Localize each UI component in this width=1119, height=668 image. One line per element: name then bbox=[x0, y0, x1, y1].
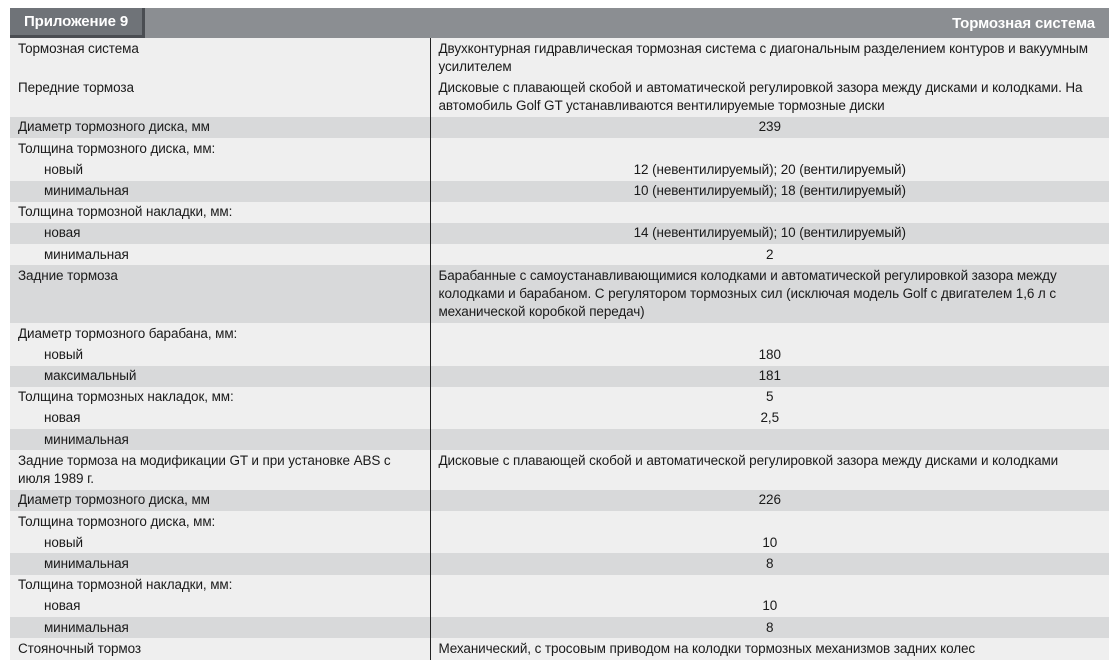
spec-label: Стояночный тормоз bbox=[10, 638, 430, 659]
spec-value bbox=[430, 511, 1109, 532]
table-row: Толщина тормозной накладки, мм: bbox=[10, 202, 1109, 223]
spec-label: Толщина тормозной накладки, мм: bbox=[10, 202, 430, 223]
spec-label: Диаметр тормозного барабана, мм: bbox=[10, 323, 430, 344]
table-row: Диаметр тормозного барабана, мм: bbox=[10, 323, 1109, 344]
spec-label: Передние тормоза bbox=[10, 77, 430, 116]
spec-value bbox=[430, 575, 1109, 596]
spec-label: Тормозная система bbox=[10, 38, 430, 77]
spec-label: минимальная bbox=[10, 244, 430, 265]
table-row: Задние тормоза на модификации GT и при у… bbox=[10, 450, 1109, 489]
section-title: Тормозная система bbox=[145, 8, 1109, 38]
spec-label: максимальный bbox=[10, 366, 430, 387]
table-row: Диаметр тормозного диска, мм226 bbox=[10, 490, 1109, 511]
spec-label: минимальная bbox=[10, 553, 430, 574]
spec-value: 226 bbox=[430, 490, 1109, 511]
table-row: Передние тормозаДисковые с плавающей ско… bbox=[10, 77, 1109, 116]
spec-value: 2 bbox=[430, 244, 1109, 265]
table-row: минимальная bbox=[10, 429, 1109, 450]
spec-value: 181 bbox=[430, 366, 1109, 387]
table-row: Диаметр тормозного диска, мм239 bbox=[10, 117, 1109, 138]
table-row: Толщина тормозных накладок, мм:5 bbox=[10, 387, 1109, 408]
spec-value bbox=[430, 323, 1109, 344]
spec-label: Задние тормоза на модификации GT и при у… bbox=[10, 450, 430, 489]
spec-value: Механический, с тросовым приводом на кол… bbox=[430, 638, 1109, 659]
spec-label: Толщина тормозного диска, мм: bbox=[10, 511, 430, 532]
spec-table-body: Тормозная системаДвухконтурная гидравлич… bbox=[10, 38, 1109, 660]
table-row: новый12 (невентилируемый); 20 (вентилиру… bbox=[10, 159, 1109, 180]
spec-value: Двухконтурная гидравлическая тормозная с… bbox=[430, 38, 1109, 77]
table-row: новая2,5 bbox=[10, 408, 1109, 429]
spec-label: Диаметр тормозного диска, мм bbox=[10, 117, 430, 138]
table-row: новый180 bbox=[10, 344, 1109, 365]
table-row: новая10 bbox=[10, 596, 1109, 617]
spec-label: Диаметр тормозного диска, мм bbox=[10, 490, 430, 511]
spec-label: новая bbox=[10, 596, 430, 617]
spec-label: новый bbox=[10, 159, 430, 180]
spec-value bbox=[430, 429, 1109, 450]
table-row: Тормозная системаДвухконтурная гидравлич… bbox=[10, 38, 1109, 77]
table-row: Толщина тормозной накладки, мм: bbox=[10, 575, 1109, 596]
appendix-tab: Приложение 9 bbox=[10, 8, 145, 38]
spec-label: Толщина тормозного диска, мм: bbox=[10, 138, 430, 159]
spec-label: Толщина тормозных накладок, мм: bbox=[10, 387, 430, 408]
spec-table: Тормозная системаДвухконтурная гидравлич… bbox=[10, 38, 1109, 660]
spec-label: новый bbox=[10, 344, 430, 365]
spec-value: 12 (невентилируемый); 20 (вентилируемый) bbox=[430, 159, 1109, 180]
table-row: минимальная10 (невентилируемый); 18 (вен… bbox=[10, 181, 1109, 202]
spec-value: Барабанные с самоустанавливающимися коло… bbox=[430, 265, 1109, 323]
spec-label: новый bbox=[10, 532, 430, 553]
table-row: минимальная2 bbox=[10, 244, 1109, 265]
spec-value: 10 bbox=[430, 532, 1109, 553]
table-row: максимальный181 bbox=[10, 366, 1109, 387]
page-wrapper: Приложение 9 Тормозная система Тормозная… bbox=[0, 0, 1119, 668]
spec-label: минимальная bbox=[10, 181, 430, 202]
spec-value: 10 (невентилируемый); 18 (вентилируемый) bbox=[430, 181, 1109, 202]
table-row: новый10 bbox=[10, 532, 1109, 553]
appendix-tab-label: Приложение 9 bbox=[24, 13, 128, 30]
table-row: минимальная8 bbox=[10, 553, 1109, 574]
spec-value: Дисковые с плавающей скобой и автоматиче… bbox=[430, 450, 1109, 489]
spec-value: 8 bbox=[430, 553, 1109, 574]
spec-value: 5 bbox=[430, 387, 1109, 408]
table-row: Толщина тормозного диска, мм: bbox=[10, 511, 1109, 532]
header-bar: Приложение 9 Тормозная система bbox=[10, 8, 1109, 38]
table-row: минимальная8 bbox=[10, 617, 1109, 638]
table-row: Толщина тормозного диска, мм: bbox=[10, 138, 1109, 159]
spec-value: 239 bbox=[430, 117, 1109, 138]
spec-label: новая bbox=[10, 223, 430, 244]
spec-label: минимальная bbox=[10, 617, 430, 638]
spec-value bbox=[430, 202, 1109, 223]
spec-value: 10 bbox=[430, 596, 1109, 617]
table-row: новая14 (невентилируемый); 10 (вентилиру… bbox=[10, 223, 1109, 244]
spec-value bbox=[430, 138, 1109, 159]
table-row: Задние тормозаБарабанные с самоустанавли… bbox=[10, 265, 1109, 323]
spec-value: 180 bbox=[430, 344, 1109, 365]
spec-value: 14 (невентилируемый); 10 (вентилируемый) bbox=[430, 223, 1109, 244]
spec-label: Толщина тормозной накладки, мм: bbox=[10, 575, 430, 596]
table-row: Стояночный тормозМеханический, с тросовы… bbox=[10, 638, 1109, 659]
spec-label: Задние тормоза bbox=[10, 265, 430, 323]
spec-value: 2,5 bbox=[430, 408, 1109, 429]
spec-value: Дисковые с плавающей скобой и автоматиче… bbox=[430, 77, 1109, 116]
spec-value: 8 bbox=[430, 617, 1109, 638]
section-title-text: Тормозная система bbox=[952, 15, 1095, 32]
spec-label: новая bbox=[10, 408, 430, 429]
spec-label: минимальная bbox=[10, 429, 430, 450]
